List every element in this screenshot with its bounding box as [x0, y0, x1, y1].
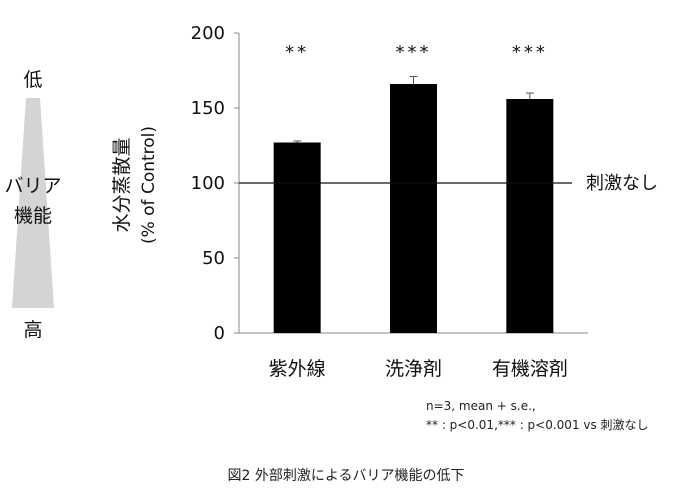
side-bottom-label: 高 — [23, 319, 42, 341]
x-tick-label: 有機溶剤 — [492, 358, 568, 380]
note-line-2: ** : p<0.01,*** : p<0.001 vs 刺激なし — [426, 418, 649, 432]
y-tick-label: 0 — [214, 323, 225, 344]
side-middle-label-1: バリア — [4, 175, 61, 197]
side-top-label: 低 — [23, 69, 42, 91]
y-axis-subtitle: (% of Control) — [139, 126, 159, 244]
y-tick-label: 50 — [202, 248, 225, 269]
y-ticks: 0 50 100 150 200 — [191, 23, 239, 344]
y-tick-label: 100 — [191, 173, 225, 194]
side-middle-label-2: 機能 — [14, 205, 52, 227]
reference-line-label: 刺激なし — [586, 173, 658, 194]
x-tick-label: 洗浄剤 — [385, 358, 442, 380]
bars — [273, 84, 554, 333]
significance-label: ** — [285, 42, 309, 63]
y-tick-label: 150 — [191, 98, 225, 119]
figure-caption: 図2 外部刺激によるバリア機能の低下 — [228, 467, 465, 484]
barrier-gradient-wedge — [12, 98, 54, 308]
significance-label: *** — [396, 42, 432, 63]
significance-labels: ** *** *** — [285, 42, 548, 63]
bar — [390, 84, 437, 333]
y-axis-title: 水分蒸散量 — [111, 137, 133, 232]
y-tick-label: 200 — [191, 23, 225, 44]
bar — [273, 142, 321, 333]
error-bars — [293, 76, 534, 143]
error-bar — [525, 92, 534, 99]
x-tick-label: 紫外線 — [269, 358, 326, 380]
bar — [506, 99, 554, 333]
error-bar — [293, 140, 302, 143]
note-line-1: n=3, mean + s.e., — [426, 399, 536, 413]
significance-label: *** — [512, 42, 548, 63]
x-tick-labels: 紫外線 洗浄剤 有機溶剤 — [269, 358, 568, 380]
error-bar — [409, 76, 418, 84]
